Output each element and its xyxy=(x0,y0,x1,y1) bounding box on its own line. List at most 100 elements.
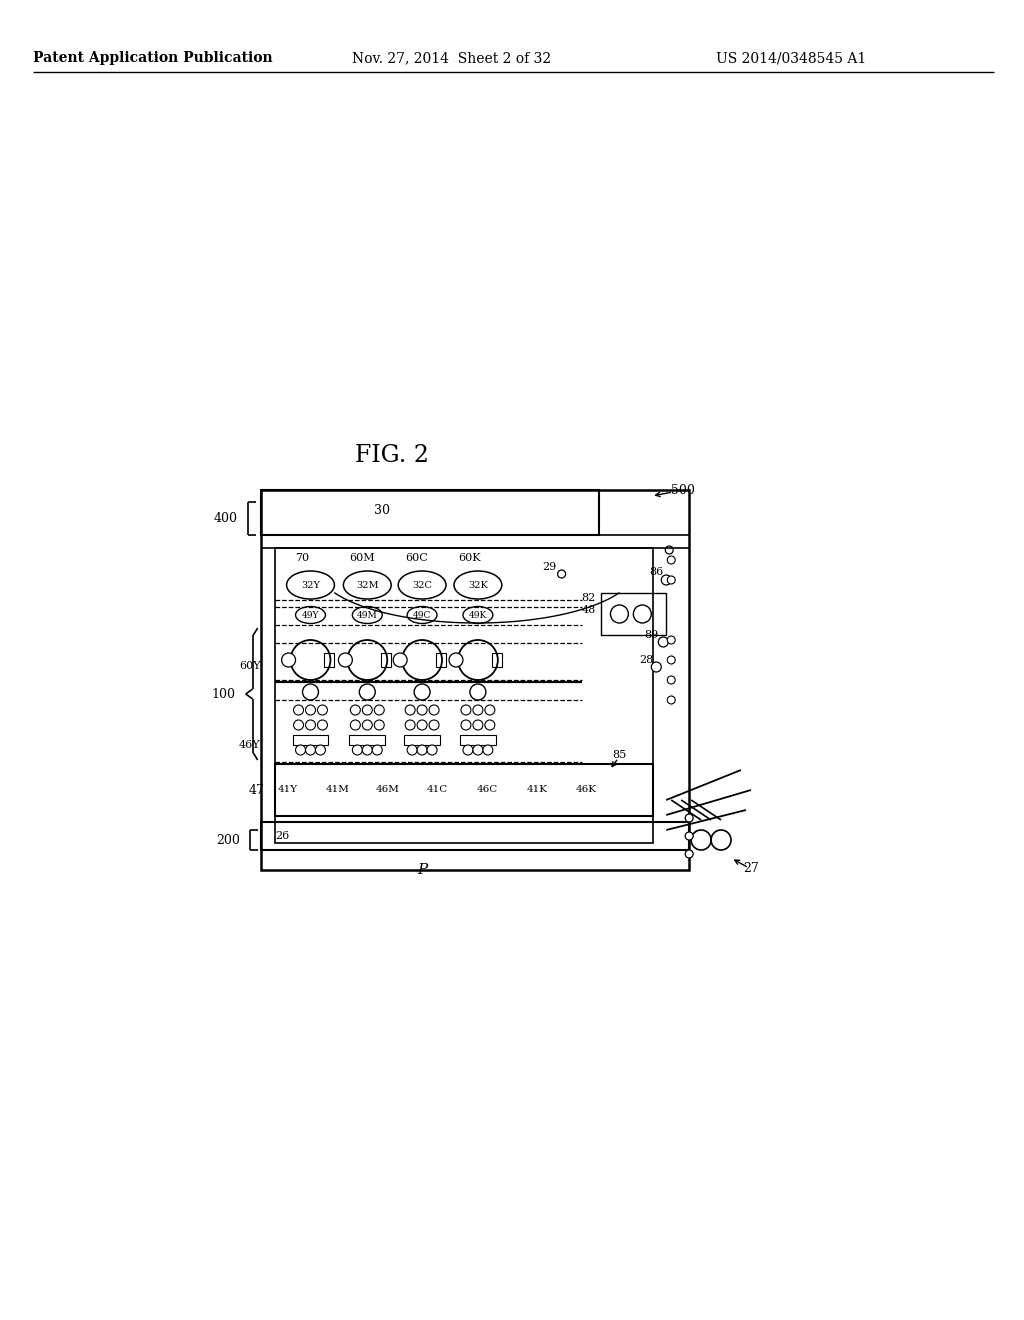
Circle shape xyxy=(485,719,495,730)
Circle shape xyxy=(473,744,483,755)
Circle shape xyxy=(282,653,296,667)
Text: 85: 85 xyxy=(612,750,627,760)
Circle shape xyxy=(305,744,315,755)
Circle shape xyxy=(668,576,675,583)
Circle shape xyxy=(651,663,662,672)
Text: 70: 70 xyxy=(296,553,309,564)
Text: 48: 48 xyxy=(582,605,596,615)
Circle shape xyxy=(362,744,373,755)
Circle shape xyxy=(317,719,328,730)
Bar xyxy=(274,764,653,816)
Bar xyxy=(349,735,385,744)
Text: 26: 26 xyxy=(275,832,290,841)
Circle shape xyxy=(362,719,373,730)
Bar xyxy=(460,735,496,744)
Ellipse shape xyxy=(287,572,335,599)
Ellipse shape xyxy=(296,606,326,623)
Circle shape xyxy=(374,719,384,730)
Circle shape xyxy=(668,676,675,684)
Ellipse shape xyxy=(343,572,391,599)
Circle shape xyxy=(359,684,375,700)
Circle shape xyxy=(470,684,485,700)
Circle shape xyxy=(558,570,565,578)
Text: 46M: 46M xyxy=(375,785,399,795)
Text: 27: 27 xyxy=(743,862,759,874)
Text: 49C: 49C xyxy=(413,610,431,619)
Circle shape xyxy=(668,696,675,704)
Text: 89: 89 xyxy=(644,630,658,640)
Bar xyxy=(293,735,329,744)
Bar xyxy=(261,490,599,535)
Circle shape xyxy=(373,744,382,755)
Text: US 2014/0348545 A1: US 2014/0348545 A1 xyxy=(716,51,866,65)
Text: 32K: 32K xyxy=(468,581,487,590)
Circle shape xyxy=(711,830,731,850)
Circle shape xyxy=(305,705,315,715)
Bar xyxy=(325,653,335,667)
Circle shape xyxy=(417,744,427,755)
Circle shape xyxy=(461,705,471,715)
Text: 30: 30 xyxy=(374,503,390,516)
Text: 500: 500 xyxy=(671,483,695,496)
Circle shape xyxy=(668,556,675,564)
Circle shape xyxy=(449,653,463,667)
Circle shape xyxy=(315,744,326,755)
Bar xyxy=(436,653,446,667)
Circle shape xyxy=(473,719,483,730)
Text: 60Y: 60Y xyxy=(239,661,261,671)
Circle shape xyxy=(406,719,415,730)
Circle shape xyxy=(317,705,328,715)
Text: 28: 28 xyxy=(639,655,653,665)
Bar xyxy=(261,822,689,850)
Bar xyxy=(601,593,667,635)
Circle shape xyxy=(352,744,362,755)
Circle shape xyxy=(305,719,315,730)
Text: 200: 200 xyxy=(216,833,240,846)
Circle shape xyxy=(685,850,693,858)
Text: Nov. 27, 2014  Sheet 2 of 32: Nov. 27, 2014 Sheet 2 of 32 xyxy=(352,51,552,65)
Text: 49M: 49M xyxy=(357,610,378,619)
Ellipse shape xyxy=(352,606,382,623)
Circle shape xyxy=(302,684,318,700)
Circle shape xyxy=(458,640,498,680)
Circle shape xyxy=(658,638,669,647)
Circle shape xyxy=(362,705,373,715)
Circle shape xyxy=(402,640,442,680)
Circle shape xyxy=(429,719,439,730)
Bar xyxy=(274,548,653,843)
Text: 46C: 46C xyxy=(476,785,498,795)
Text: 60C: 60C xyxy=(406,553,428,564)
Circle shape xyxy=(294,719,303,730)
Circle shape xyxy=(473,705,483,715)
Text: 49Y: 49Y xyxy=(302,610,319,619)
Circle shape xyxy=(685,832,693,840)
Circle shape xyxy=(291,640,331,680)
Text: 32M: 32M xyxy=(356,581,379,590)
Ellipse shape xyxy=(408,606,437,623)
Circle shape xyxy=(666,546,673,554)
Bar xyxy=(404,735,440,744)
Text: 41C: 41C xyxy=(426,785,447,795)
Text: FIG. 2: FIG. 2 xyxy=(355,444,429,466)
Circle shape xyxy=(483,744,493,755)
Circle shape xyxy=(685,814,693,822)
Circle shape xyxy=(350,719,360,730)
Circle shape xyxy=(393,653,408,667)
Text: 82: 82 xyxy=(582,593,596,603)
Text: 400: 400 xyxy=(214,511,238,524)
Ellipse shape xyxy=(463,606,493,623)
Circle shape xyxy=(610,605,629,623)
Circle shape xyxy=(338,653,352,667)
Circle shape xyxy=(296,744,305,755)
Circle shape xyxy=(414,684,430,700)
Circle shape xyxy=(406,705,415,715)
Text: 46K: 46K xyxy=(577,785,597,795)
Text: 41M: 41M xyxy=(326,785,349,795)
Text: 49K: 49K xyxy=(469,610,487,619)
Text: P: P xyxy=(417,863,427,876)
Circle shape xyxy=(417,719,427,730)
Bar xyxy=(492,653,502,667)
Text: 100: 100 xyxy=(212,688,236,701)
Circle shape xyxy=(691,830,711,850)
Circle shape xyxy=(634,605,651,623)
